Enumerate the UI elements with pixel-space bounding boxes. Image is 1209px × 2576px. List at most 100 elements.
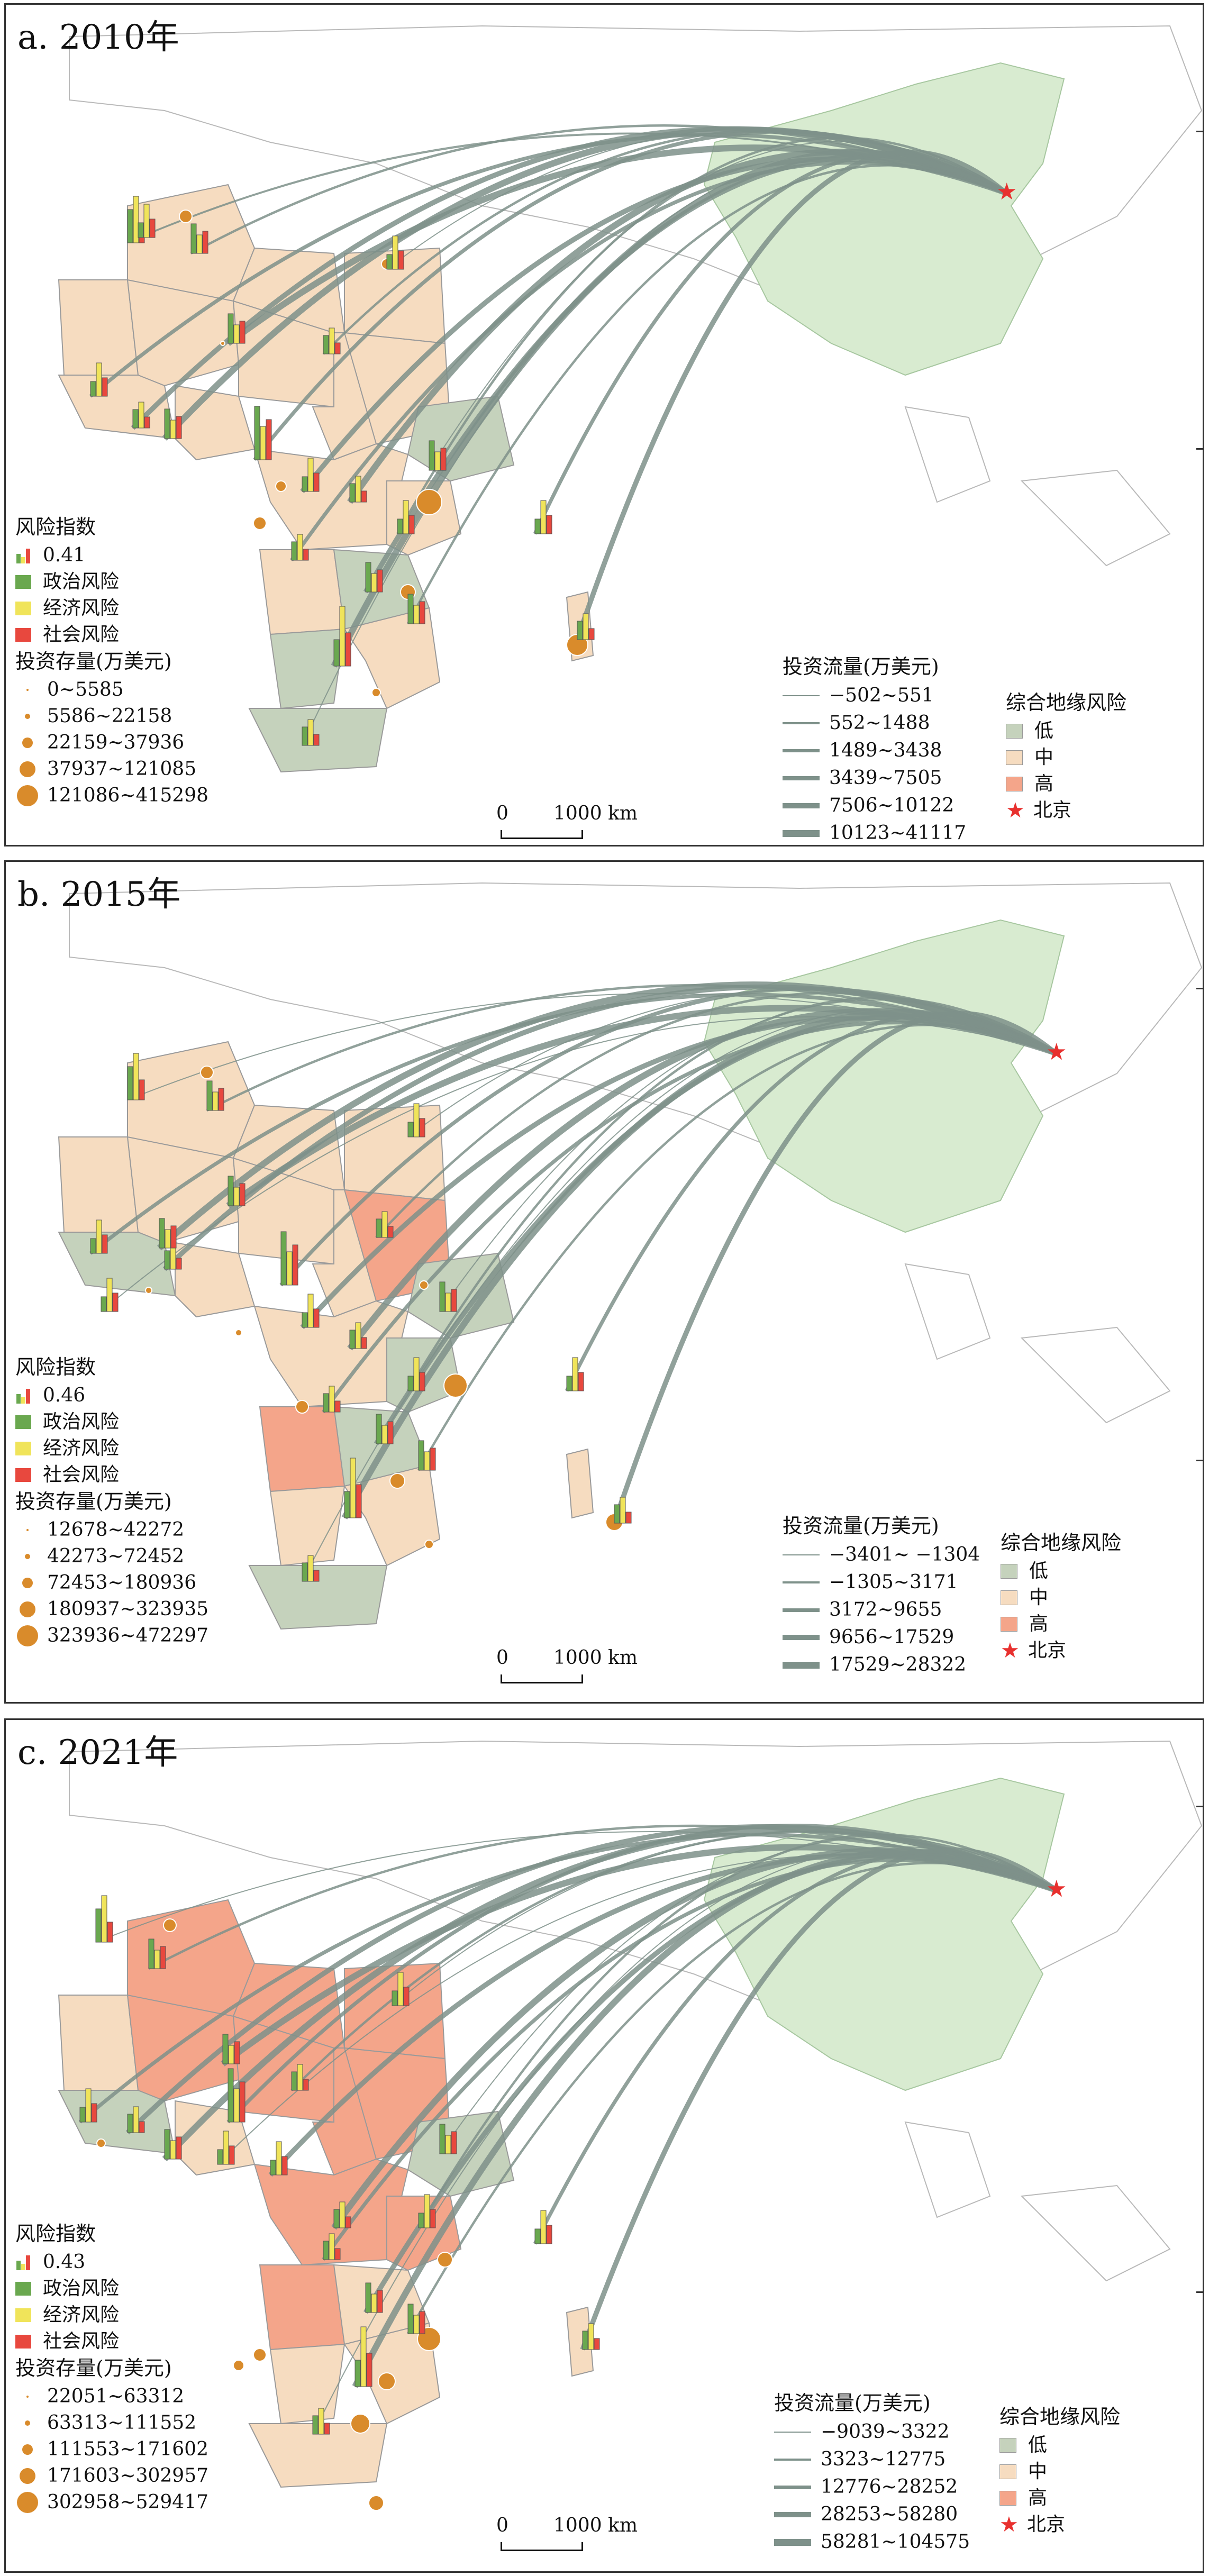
social-swatch	[15, 2335, 31, 2349]
stock-dot	[275, 480, 287, 492]
flow-range-3: 12776~28252	[821, 2476, 958, 2498]
risk-bar	[106, 1278, 113, 1312]
country-mauritania	[58, 1136, 139, 1233]
risk-bar	[217, 2149, 223, 2165]
risk-bar	[429, 440, 435, 471]
capital-label: 北京	[1028, 1640, 1067, 1661]
risk-bar	[418, 1440, 424, 1471]
flow-range-4: 3439~7505	[829, 767, 942, 789]
stock-dot	[179, 210, 193, 223]
risk-mid-swatch	[999, 2464, 1016, 2479]
political-label: 政治风险	[43, 2278, 120, 2299]
stock-dot	[253, 2348, 267, 2362]
risk-bar	[102, 1234, 108, 1254]
flow-range-3: 3172~9655	[829, 1599, 942, 1621]
risk-bar	[577, 621, 583, 640]
stock-dot-5	[17, 1625, 38, 1646]
stock-range-4: 37937~121085	[47, 758, 197, 780]
risk-bar	[339, 606, 346, 667]
risk-bar	[96, 362, 102, 397]
red-star-icon: ★	[1046, 1876, 1067, 1903]
risk-bar	[434, 451, 441, 471]
stock-range-3: 72453~180936	[47, 1572, 197, 1594]
social-label: 社会风险	[43, 1464, 120, 1486]
risk-bar	[403, 500, 409, 534]
risk-bar	[138, 222, 144, 238]
risk-index-value: 0.46	[43, 1385, 86, 1406]
risk-bar	[202, 231, 208, 254]
stock-dot-1	[26, 1529, 29, 1531]
risk-bar	[302, 476, 308, 492]
risk-bar	[419, 601, 425, 624]
risk-low-label: 低	[1029, 1560, 1049, 1582]
risk-bar	[112, 1292, 119, 1312]
stock-dot-2	[25, 714, 30, 719]
country-southafrica	[248, 1565, 388, 1630]
stock-range-1: 22051~63312	[47, 2386, 185, 2407]
risk-bar	[164, 408, 170, 439]
flow-line-3	[774, 2485, 811, 2489]
risk-bar	[439, 2124, 446, 2154]
risk-bar	[159, 1218, 165, 1249]
flow-range-1: −502~551	[829, 685, 934, 706]
flow-range-1: −3401~ −1304	[829, 1544, 980, 1565]
risk-bar	[339, 2201, 346, 2228]
risk-bar	[107, 1922, 113, 1943]
risk-bar	[218, 1088, 224, 1111]
country-madagascar	[566, 2306, 594, 2377]
risk-bar	[90, 1238, 96, 1254]
flow-range-5: 58281~104575	[821, 2531, 970, 2553]
risk-bar	[303, 549, 309, 561]
georisk-legend: 综合地缘风险 低 中 高 ★ 北京	[999, 2407, 1120, 2538]
flow-arc	[580, 1847, 1056, 2351]
risk-bar	[79, 2107, 86, 2123]
risk-bar	[313, 472, 320, 492]
triple-bar-icon	[16, 1389, 30, 1404]
risk-bar	[397, 518, 403, 534]
risk-low-swatch	[1006, 724, 1023, 739]
risk-bar	[540, 500, 547, 534]
georisk-legend: 综合地缘风险 低 中 高 ★ 北京	[1001, 1533, 1121, 1664]
stock-dot	[416, 489, 442, 515]
economic-swatch	[15, 1442, 31, 1455]
risk-bar	[132, 409, 139, 429]
map-canvas-2015: ★	[6, 862, 1203, 1702]
stock-dot-3	[22, 2444, 33, 2455]
country-mozambique	[343, 1464, 441, 1567]
stock-dot-4	[20, 2468, 35, 2484]
red-star-icon: ★	[1001, 1639, 1020, 1663]
risk-bar	[594, 2338, 600, 2350]
risk-bar	[583, 613, 589, 640]
stock-range-1: 12678~42272	[47, 1519, 185, 1541]
risk-bar	[329, 2233, 335, 2260]
risk-bar	[413, 2315, 420, 2334]
flow-arc	[533, 152, 1006, 535]
risk-bar	[292, 1244, 298, 1286]
map-panel-2015: ★ b. 2015年 风险指数 0.46 政治风险 经济风险 社会风险 投资存量…	[4, 860, 1204, 1704]
country-madagascar	[566, 1448, 594, 1519]
stock-dot-1	[26, 2396, 29, 2398]
risk-bar	[445, 1292, 451, 1312]
country-namibia	[269, 628, 346, 709]
stock-dot	[443, 1373, 468, 1398]
flow-arc	[217, 1854, 1055, 2165]
stock-dot	[419, 1280, 429, 1290]
risk-bar	[329, 327, 335, 354]
risk-bar	[418, 2213, 424, 2228]
country-namibia	[269, 2343, 346, 2425]
flow-line-1	[783, 1554, 820, 1555]
risk-bar	[302, 726, 308, 746]
flow-line-5	[783, 803, 820, 808]
risk-bar	[291, 2071, 297, 2091]
stock-dot	[437, 2252, 453, 2268]
risk-bar	[392, 235, 398, 270]
stock-range-3: 111553~171602	[47, 2438, 209, 2460]
country-mauritania	[58, 1995, 139, 2091]
risk-bar	[445, 2135, 451, 2154]
flow-line-5	[774, 2538, 811, 2546]
risk-bar	[196, 234, 203, 254]
risk-high-swatch	[1006, 777, 1023, 791]
map-panel-2010: ★ a. 2010年 风险指数 0.41 政治风险 经济风险 社会风险 投资存量…	[4, 3, 1204, 846]
risk-index-value: 0.43	[43, 2251, 86, 2273]
risk-high-label: 高	[1029, 1613, 1049, 1635]
